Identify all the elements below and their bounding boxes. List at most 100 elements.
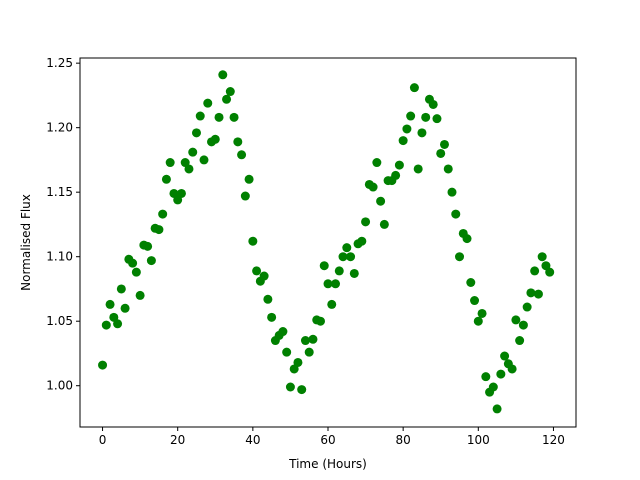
data-point [342,243,352,253]
y-tick-label: 1.10 [46,250,73,264]
data-point [146,256,156,266]
data-point [308,334,318,344]
data-points [98,70,555,414]
x-axis: 0 20 40 60 80 100 120 [99,427,565,447]
data-point [432,114,442,124]
data-point [518,320,528,330]
y-tick-label: 1.15 [46,185,73,199]
data-point [379,219,389,229]
data-point [376,196,386,206]
data-point [530,266,540,276]
data-point [488,382,498,392]
data-point [421,112,431,122]
data-point [101,320,111,330]
data-point [131,267,141,277]
data-point [522,302,532,312]
y-axis: 1.00 1.05 1.10 1.15 1.20 1.25 [46,56,80,393]
data-point [394,160,404,170]
data-point [417,128,427,138]
y-tick-label: 1.20 [46,121,73,135]
data-point [237,150,247,160]
data-point [439,139,449,149]
data-point [492,404,502,414]
data-point [165,158,175,168]
data-point [116,284,126,294]
data-point [267,312,277,322]
data-point [443,164,453,174]
data-point [300,336,310,346]
data-point [470,296,480,306]
data-point [473,316,483,326]
data-point [334,266,344,276]
data-point [188,147,198,157]
data-point [323,279,333,289]
data-point [346,252,356,262]
data-point [259,271,269,281]
data-point [447,187,457,197]
data-point [455,252,465,262]
data-point [409,83,419,93]
data-point [278,327,288,337]
data-point [537,252,547,262]
data-point [315,316,325,326]
y-tick-label: 1.05 [46,314,73,328]
data-point [451,209,461,219]
data-point [199,155,209,165]
data-point [229,112,239,122]
data-point [526,288,536,298]
x-axis-title: Time (Hours) [288,457,367,471]
data-point [515,336,525,346]
data-point [225,87,235,97]
data-point [436,148,446,158]
data-point [331,279,341,289]
data-point [466,277,476,287]
data-point [293,357,303,367]
data-point [349,268,359,278]
data-point [210,134,220,144]
data-point [477,308,487,318]
data-point [120,303,130,313]
data-point [128,258,138,268]
data-point [240,191,250,201]
data-point [428,99,438,109]
x-tick-label: 120 [542,433,565,447]
data-point [533,289,543,299]
data-point [282,347,292,357]
x-tick-label: 40 [245,433,260,447]
data-point [402,124,412,134]
x-tick-label: 0 [99,433,107,447]
data-point [297,385,307,395]
x-tick-label: 20 [170,433,185,447]
data-point [496,369,506,379]
data-point [214,112,224,122]
data-point [113,319,123,329]
data-point [191,128,201,138]
data-point [98,360,108,370]
data-point [398,136,408,146]
data-point [304,347,314,357]
data-point [545,267,555,277]
data-point [263,294,273,304]
data-point [361,217,371,227]
data-point [406,111,416,121]
data-point [154,225,164,235]
data-point [195,111,205,121]
y-axis-title: Normalised Flux [19,194,33,291]
data-point [218,70,228,80]
data-point [511,315,521,325]
data-point [203,98,213,108]
data-point [481,372,491,382]
x-tick-label: 60 [320,433,335,447]
data-point [285,382,295,392]
y-tick-label: 1.25 [46,56,73,70]
data-point [222,94,232,104]
data-point [413,164,423,174]
data-point [135,290,145,300]
data-point [233,137,243,147]
data-point [368,182,378,192]
data-point [462,234,472,244]
x-tick-label: 100 [467,433,490,447]
data-point [248,236,258,246]
data-point [143,241,153,251]
